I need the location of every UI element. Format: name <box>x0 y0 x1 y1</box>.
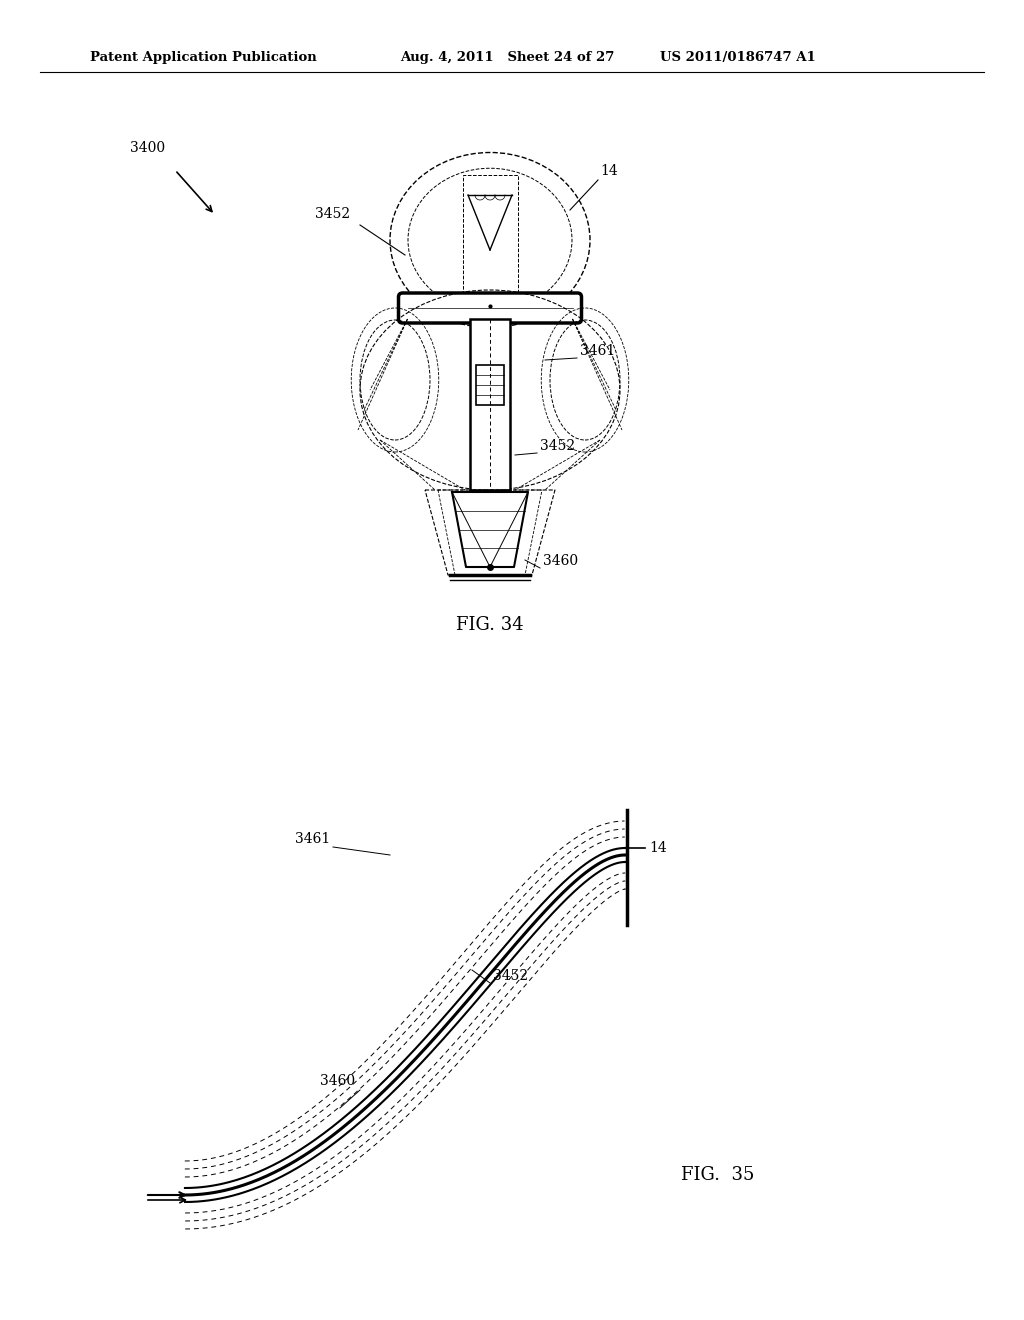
Bar <box>463 176 517 310</box>
Text: FIG. 34: FIG. 34 <box>456 616 524 634</box>
Text: 3452: 3452 <box>493 969 528 983</box>
Text: 3460: 3460 <box>543 554 579 568</box>
Text: 3400: 3400 <box>130 141 165 154</box>
Text: US 2011/0186747 A1: US 2011/0186747 A1 <box>660 50 816 63</box>
Text: 3461: 3461 <box>295 832 330 846</box>
Text: Aug. 4, 2011   Sheet 24 of 27: Aug. 4, 2011 Sheet 24 of 27 <box>400 50 614 63</box>
Bar <box>476 366 504 405</box>
Text: 3452: 3452 <box>315 207 350 220</box>
Text: 3461: 3461 <box>580 345 615 358</box>
Text: FIG.  35: FIG. 35 <box>681 1166 755 1184</box>
Text: 14: 14 <box>600 164 617 178</box>
Text: 3460: 3460 <box>319 1074 355 1088</box>
Text: 3452: 3452 <box>540 440 575 453</box>
Text: 14: 14 <box>649 841 667 855</box>
Bar <box>470 319 510 490</box>
Text: Patent Application Publication: Patent Application Publication <box>90 50 316 63</box>
FancyBboxPatch shape <box>398 293 582 323</box>
